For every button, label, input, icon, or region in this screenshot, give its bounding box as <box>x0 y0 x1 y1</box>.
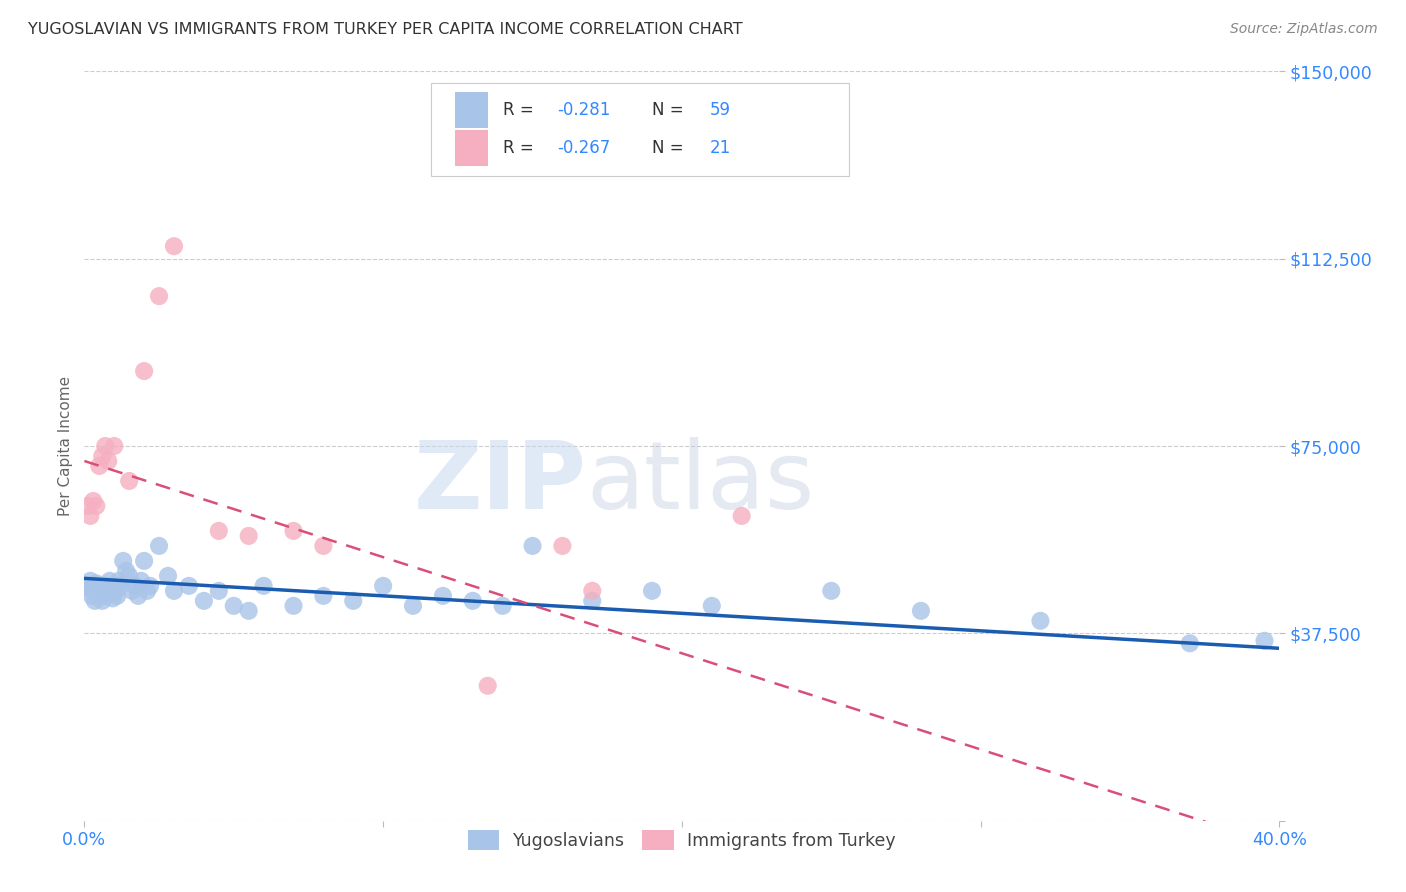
Point <box>148 539 170 553</box>
Point <box>238 529 260 543</box>
Point <box>89 458 111 473</box>
Point <box>402 599 425 613</box>
Text: -0.267: -0.267 <box>558 139 610 157</box>
Point <box>492 599 515 613</box>
Text: N =: N = <box>652 102 689 120</box>
Point <box>910 604 932 618</box>
Point <box>83 594 105 608</box>
Point <box>129 574 152 588</box>
Point <box>522 539 544 553</box>
Point <box>100 586 122 600</box>
Point <box>94 589 117 603</box>
Text: ZIP: ZIP <box>413 437 586 530</box>
Text: R =: R = <box>503 102 538 120</box>
Point <box>581 594 603 608</box>
Point <box>97 454 120 468</box>
Point <box>86 576 108 591</box>
Point <box>112 554 135 568</box>
Point <box>76 579 98 593</box>
Point <box>86 499 108 513</box>
Point <box>127 589 149 603</box>
Point <box>105 589 128 603</box>
Point <box>118 569 141 583</box>
Point <box>91 594 114 608</box>
Point <box>1253 633 1275 648</box>
Point <box>461 594 484 608</box>
Point <box>193 594 215 608</box>
Point <box>98 574 121 588</box>
Point <box>312 589 335 603</box>
Text: N =: N = <box>652 139 689 157</box>
Point <box>551 539 574 553</box>
Point <box>103 579 125 593</box>
Point <box>76 499 98 513</box>
Point <box>79 574 101 588</box>
Point <box>89 586 111 600</box>
FancyBboxPatch shape <box>432 83 849 177</box>
Point <box>477 679 499 693</box>
Point <box>157 569 180 583</box>
Point <box>163 239 186 253</box>
Point <box>641 583 664 598</box>
Point <box>93 582 115 596</box>
Point <box>77 582 100 596</box>
Point <box>731 508 754 523</box>
Point <box>136 583 159 598</box>
Point <box>110 579 132 593</box>
Point <box>177 579 200 593</box>
Point <box>148 289 170 303</box>
Point <box>91 449 114 463</box>
Point <box>82 583 104 598</box>
Point <box>97 583 120 598</box>
Point <box>101 591 124 606</box>
Text: -0.281: -0.281 <box>558 102 612 120</box>
Point <box>312 539 335 553</box>
Point <box>103 439 125 453</box>
Text: YUGOSLAVIAN VS IMMIGRANTS FROM TURKEY PER CAPITA INCOME CORRELATION CHART: YUGOSLAVIAN VS IMMIGRANTS FROM TURKEY PE… <box>28 22 742 37</box>
Point <box>132 554 156 568</box>
Point <box>163 583 186 598</box>
Point <box>373 579 395 593</box>
Point <box>238 604 260 618</box>
Point <box>132 364 156 378</box>
Point <box>80 589 103 603</box>
Point <box>581 583 603 598</box>
Text: 21: 21 <box>710 139 731 157</box>
Point <box>1178 636 1201 650</box>
Point <box>87 583 110 598</box>
Legend: Yugoslavians, Immigrants from Turkey: Yugoslavians, Immigrants from Turkey <box>461 823 903 857</box>
Text: atlas: atlas <box>586 437 814 530</box>
Point <box>283 599 305 613</box>
Point <box>283 524 305 538</box>
Point <box>1029 614 1052 628</box>
Point <box>124 579 146 593</box>
Point <box>104 583 127 598</box>
Point <box>222 599 245 613</box>
Text: R =: R = <box>503 139 538 157</box>
Point <box>700 599 723 613</box>
Point <box>208 583 231 598</box>
Point <box>94 439 117 453</box>
Bar <box>456 130 488 167</box>
Text: Source: ZipAtlas.com: Source: ZipAtlas.com <box>1230 22 1378 37</box>
Point <box>118 474 141 488</box>
Point <box>82 494 104 508</box>
Point <box>96 579 118 593</box>
Point <box>820 583 842 598</box>
Point <box>253 579 276 593</box>
Point <box>208 524 231 538</box>
Point <box>79 508 101 523</box>
Bar <box>456 93 488 128</box>
Point <box>139 579 162 593</box>
Point <box>121 583 143 598</box>
Point <box>90 579 112 593</box>
Y-axis label: Per Capita Income: Per Capita Income <box>58 376 73 516</box>
Point <box>115 564 138 578</box>
Point <box>342 594 364 608</box>
Point <box>432 589 454 603</box>
Text: 59: 59 <box>710 102 730 120</box>
Point <box>107 574 129 588</box>
